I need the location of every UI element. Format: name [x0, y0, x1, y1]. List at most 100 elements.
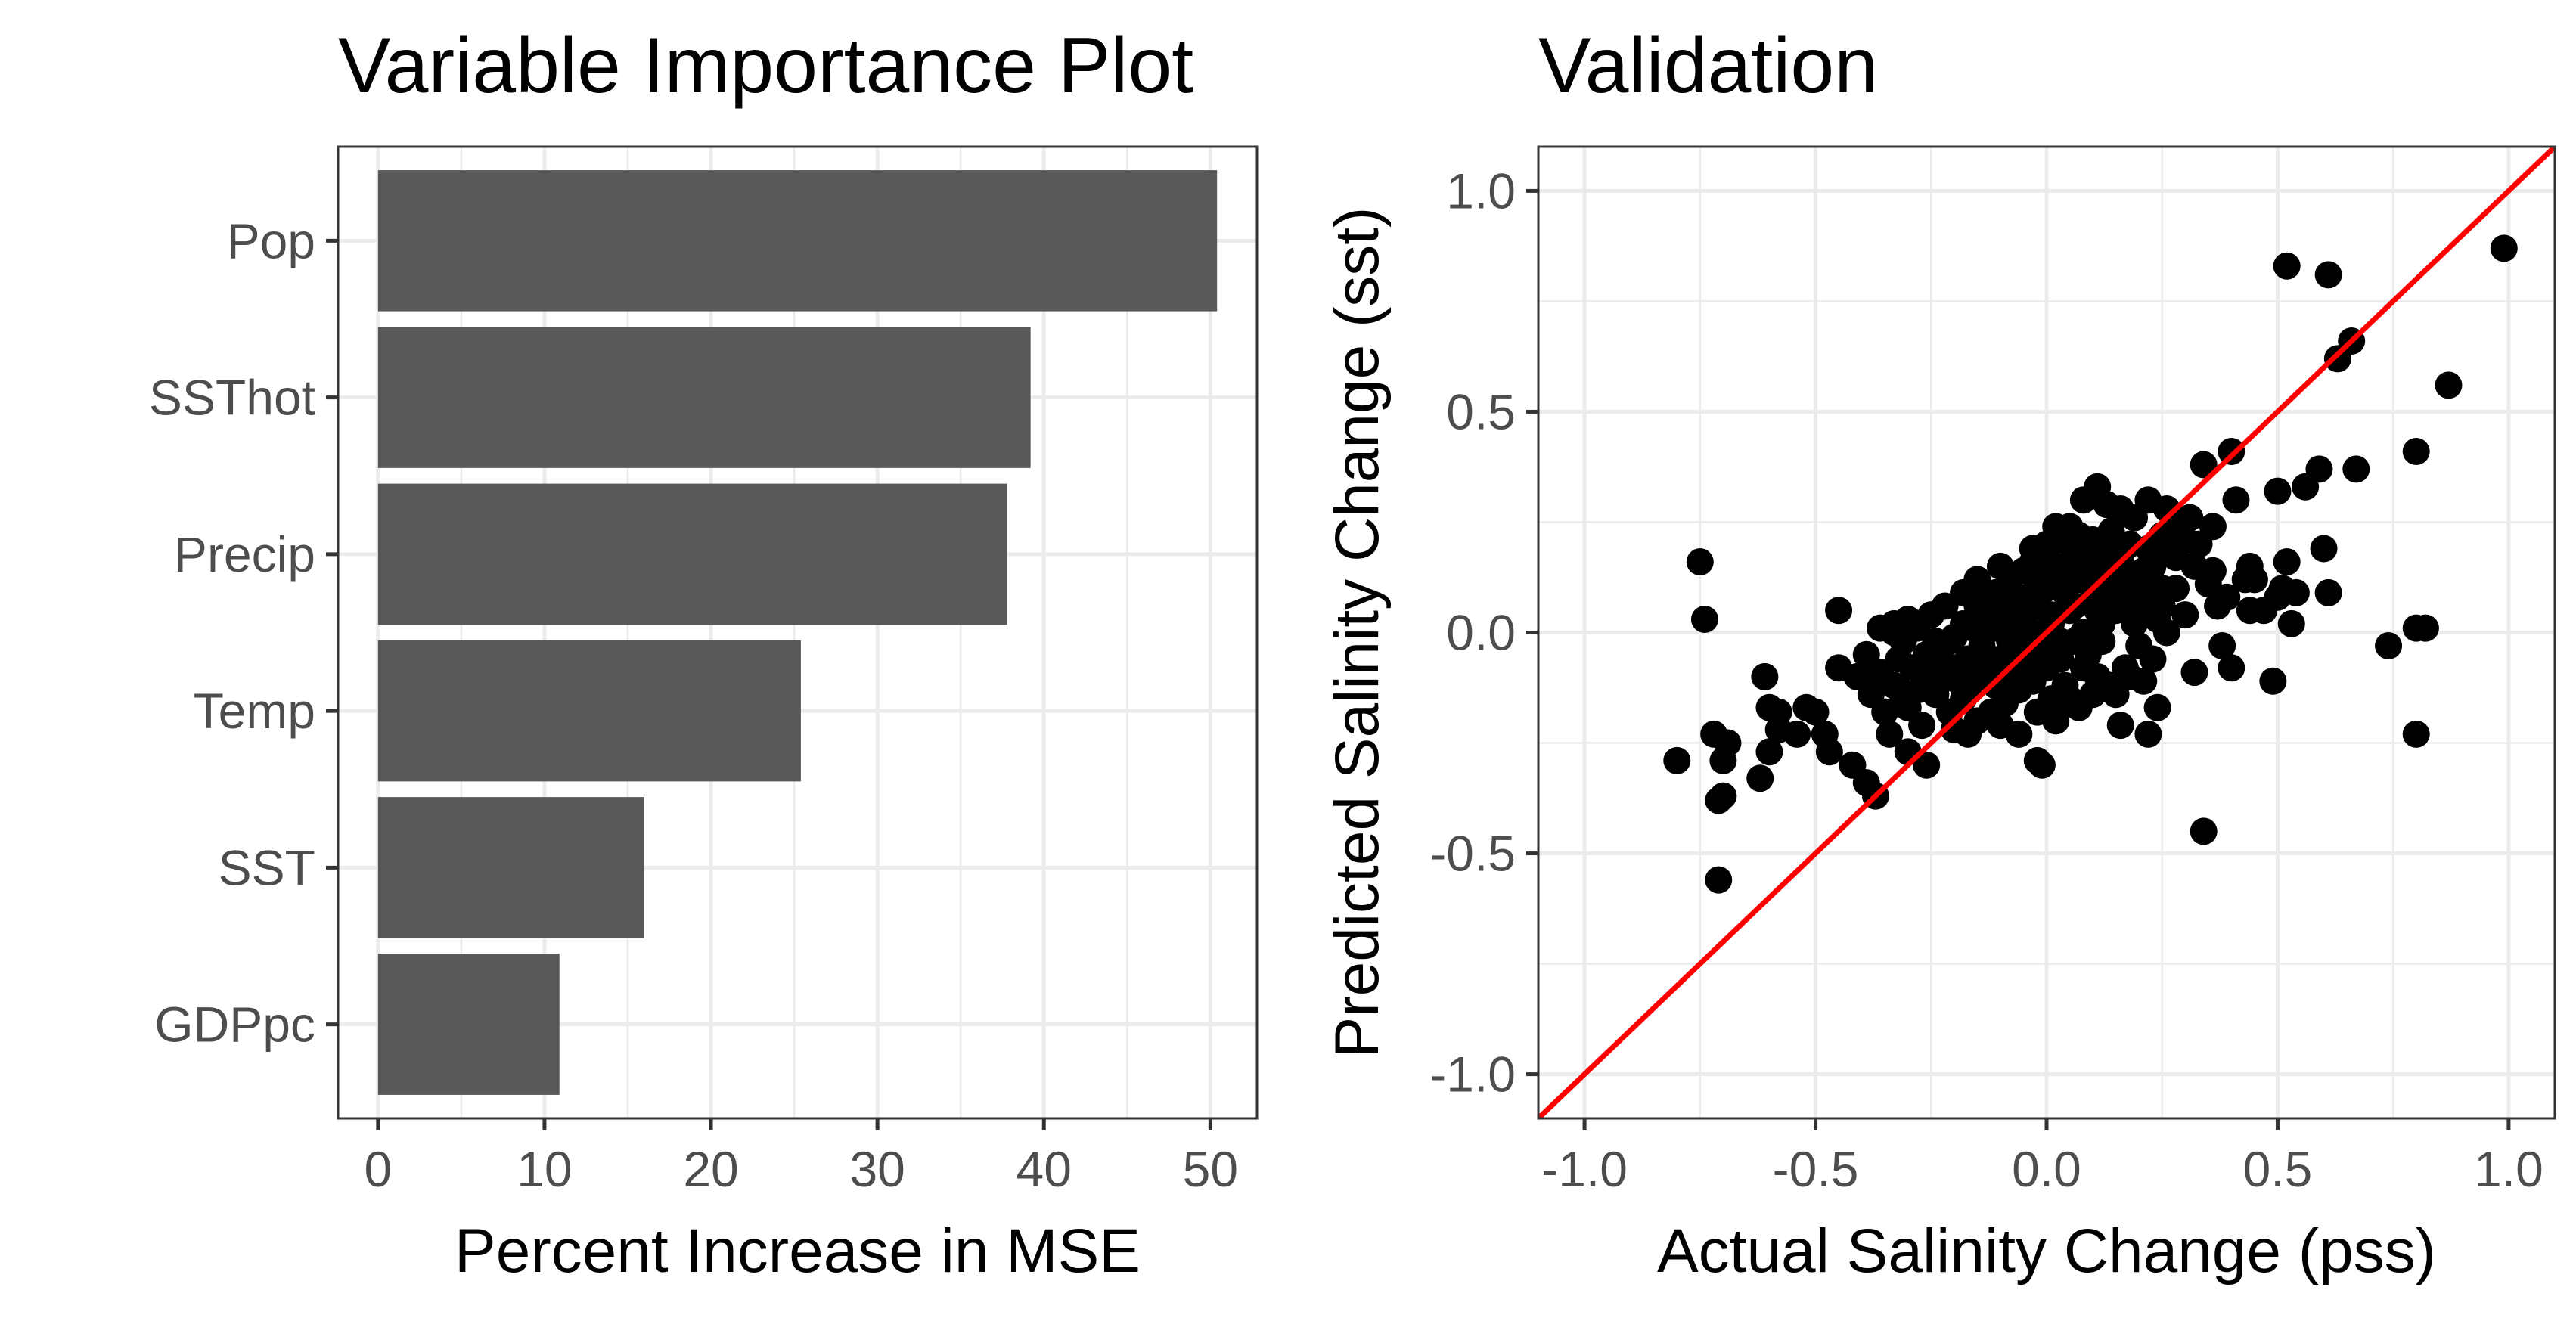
scatter-point: [2143, 693, 2171, 721]
scatter-point: [1663, 746, 1691, 774]
scatter-point: [2208, 632, 2236, 660]
scatter-point: [2222, 486, 2250, 514]
scatter-y-tick-label: -0.5: [1429, 826, 1516, 882]
bar-category-label: Precip: [174, 526, 315, 582]
scatter-point: [1871, 698, 1899, 726]
scatter-point: [1963, 707, 1991, 735]
scatter-point: [1705, 786, 1733, 814]
scatter-point: [2005, 619, 2033, 647]
scatter-y-tick-label: 1.0: [1446, 163, 1516, 219]
bar-chart-title: Variable Importance Plot: [338, 22, 1193, 110]
scatter-point: [1686, 548, 1714, 576]
scatter-point: [2402, 720, 2430, 748]
scatter-point: [2023, 698, 2051, 726]
scatter-point: [1825, 597, 1853, 625]
bar-category-label: SSThot: [149, 370, 315, 426]
scatter-point: [2264, 477, 2292, 505]
bar-x-axis-title: Percent Increase in MSE: [455, 1217, 1141, 1285]
scatter-point: [2204, 592, 2232, 620]
scatter-point: [2435, 371, 2463, 399]
scatter-point: [2342, 455, 2370, 483]
scatter-x-tick-label: 1.0: [2474, 1141, 2543, 1197]
bar-sst: [377, 797, 644, 938]
scatter-point: [2176, 504, 2204, 532]
scatter-point: [2273, 252, 2301, 280]
scatter-point: [1705, 866, 1733, 894]
scatter-point: [2005, 662, 2033, 690]
bar-x-tick-label: 30: [849, 1141, 905, 1197]
scatter-point: [2028, 636, 2056, 664]
scatter-point: [1746, 764, 1774, 792]
scatter-point: [1709, 746, 1737, 774]
scatter-point: [2152, 619, 2180, 647]
scatter-point: [2051, 561, 2079, 589]
scatter-x-tick-label: 0.5: [2243, 1141, 2313, 1197]
bar-ssthot: [377, 327, 1031, 468]
scatter-point: [2292, 473, 2320, 501]
scatter-point: [2314, 578, 2342, 606]
scatter-point: [2134, 720, 2162, 748]
scatter-point: [2323, 345, 2351, 373]
scatter-point: [2240, 566, 2268, 594]
scatter-point: [2218, 438, 2245, 466]
scatter-point: [1700, 720, 1728, 748]
scatter-x-axis-title: Actual Salinity Change (pss): [1657, 1217, 2436, 1285]
scatter-point: [1894, 605, 1922, 633]
scatter-point: [2115, 530, 2143, 558]
scatter-y-tick-label: 0.0: [1446, 605, 1516, 661]
scatter-point: [2111, 566, 2139, 594]
scatter-point: [1982, 578, 2010, 606]
scatter-point: [2069, 619, 2097, 647]
scatter-point: [2148, 592, 2176, 620]
scatter-y-tick-label: -1.0: [1429, 1047, 1516, 1102]
scatter-point: [2084, 597, 2112, 625]
scatter-point: [2190, 451, 2218, 479]
scatter-point: [2093, 539, 2121, 567]
bar-x-tick-label: 20: [683, 1141, 738, 1197]
scatter-point: [1876, 720, 1904, 748]
scatter-point: [2023, 746, 2051, 774]
bar-category-label: Temp: [194, 683, 315, 739]
bar-x-tick-label: 0: [364, 1141, 392, 1197]
bar-precip: [377, 483, 1007, 625]
variable-importance-panel: Pop SSThot Precip Temp SST GDPpc 0 10 20 30 40 50 Pe…: [149, 22, 1259, 1285]
bar-temp: [377, 640, 801, 782]
scatter-point: [2106, 712, 2134, 740]
scatter-point: [2065, 693, 2093, 721]
bar-gdppc: [377, 954, 560, 1095]
scatter-point: [2490, 234, 2518, 262]
scatter-point: [2171, 601, 2199, 629]
scatter-point: [1755, 738, 1783, 766]
scatter-point: [2065, 522, 2093, 549]
scatter-point: [2069, 654, 2097, 682]
scatter-point: [2259, 667, 2287, 695]
scatter-point: [1986, 552, 2014, 580]
bar-x-tick-label: 40: [1016, 1141, 1072, 1197]
scatter-point: [1764, 698, 1792, 726]
bar-category-label: SST: [219, 839, 315, 895]
bar-pop: [377, 170, 1218, 312]
scatter-y-axis-title: Predicted Salinity Change (sst): [1323, 207, 1392, 1059]
scatter-point: [2180, 659, 2208, 687]
scatter-point: [2375, 632, 2403, 660]
scatter-point: [1802, 698, 1830, 726]
scatter-point: [2139, 645, 2167, 673]
scatter-point: [2310, 535, 2338, 563]
scatter-x-tick-label: -1.0: [1541, 1141, 1628, 1197]
scatter-point: [1690, 605, 1718, 633]
scatter-point: [2250, 597, 2278, 625]
scatter-point: [1751, 662, 1779, 690]
identity-reference-line: [1538, 147, 2555, 1118]
scatter-point: [2028, 561, 2056, 589]
scatter-point: [2314, 261, 2342, 289]
scatter-point: [2218, 654, 2245, 682]
bar-panel-border: [337, 145, 1259, 1120]
bar-x-tick-label: 10: [517, 1141, 572, 1197]
bar-category-label: GDPpc: [154, 997, 315, 1053]
bar-x-tick-label: 50: [1183, 1141, 1238, 1197]
scatter-point: [1852, 640, 1880, 668]
scatter-point: [2273, 548, 2301, 576]
scatter-point: [2277, 609, 2305, 637]
scatter-point: [2402, 438, 2430, 466]
